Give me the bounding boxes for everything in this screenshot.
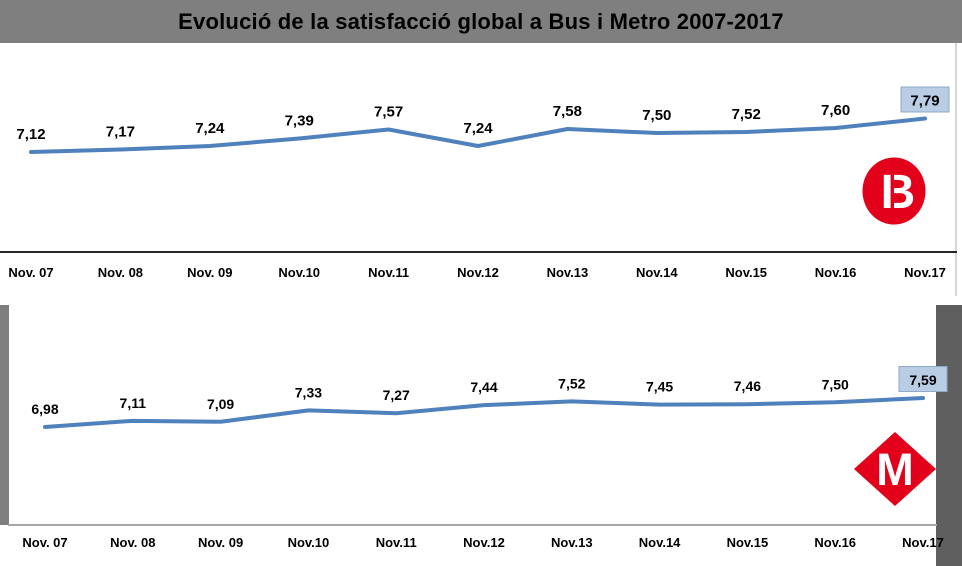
metro-logo-icon: M [854, 432, 936, 506]
title-bar: Evolució de la satisfacció global a Bus … [0, 0, 962, 43]
metro-chart-panel: Nov. 07 Nov. 08 Nov. 09 Nov.10 Nov.11 Nov.12 N… [0, 300, 962, 566]
trend-line [43, 396, 925, 429]
data-point-label: 7,09 [207, 396, 234, 412]
x-tick-label: Nov.10 [288, 535, 330, 550]
bus-logo-letter-gap [890, 170, 894, 212]
data-point-label: 7,52 [732, 106, 761, 123]
x-tick-label: Nov.13 [551, 535, 593, 550]
x-tick-label: Nov.15 [725, 265, 767, 280]
x-tick-label: Nov.16 [815, 265, 857, 280]
x-tick-label: Nov. 09 [187, 265, 232, 280]
bus-logo-letter: B [881, 166, 916, 219]
x-tick-label: Nov.11 [376, 535, 417, 550]
data-point-label: 7,24 [463, 120, 493, 137]
x-tick-label: Nov.12 [457, 265, 499, 280]
data-point-label: 6,98 [31, 401, 58, 417]
right-gray-strip [936, 305, 962, 566]
metro-line-chart: Nov. 07 Nov. 08 Nov. 09 Nov.10 Nov.11 Nov.12 N… [8, 366, 948, 550]
data-point-label: 7,11 [120, 395, 147, 411]
left-gray-strip [0, 305, 9, 525]
x-tick-label: Nov.13 [547, 265, 589, 280]
x-tick-label: Nov.17 [902, 535, 944, 550]
trend-line [29, 116, 927, 154]
data-point-label: 7,52 [558, 375, 585, 391]
bus-line-chart: Nov. 07 Nov. 08 Nov. 09 Nov.10 Nov.11 Nov.12 N… [0, 43, 957, 296]
bus-logo-icon: B [862, 157, 926, 225]
data-point-label: 7,12 [16, 126, 45, 143]
data-point-label: 7,60 [821, 102, 850, 119]
x-tick-label: Nov. 08 [98, 265, 143, 280]
data-point-label: 7,58 [553, 103, 582, 120]
x-tick-label: Nov. 08 [110, 535, 155, 550]
data-point-label: 7,27 [383, 387, 410, 403]
data-point-label: 7,39 [285, 113, 314, 130]
data-point-label: 7,57 [374, 104, 403, 121]
data-point-label: 7,50 [642, 107, 671, 124]
x-tick-label: Nov. 07 [8, 265, 53, 280]
data-point-label: 7,59 [909, 372, 936, 388]
data-point-label: 7,24 [195, 120, 225, 137]
x-tick-label: Nov.11 [368, 265, 409, 280]
x-tick-label: Nov.15 [727, 535, 769, 550]
page-title: Evolució de la satisfacció global a Bus … [178, 8, 784, 34]
data-point-label: 7,79 [910, 93, 939, 110]
x-tick-label: Nov.14 [639, 535, 681, 550]
data-point-label: 7,44 [470, 379, 497, 395]
x-tick-label: Nov. 07 [22, 535, 67, 550]
bus-chart-panel: Nov. 07 Nov. 08 Nov. 09 Nov.10 Nov.11 Nov.12 N… [0, 43, 962, 297]
data-point-label: 7,45 [646, 379, 673, 395]
x-tick-label: Nov.10 [278, 265, 320, 280]
x-tick-label: Nov. 09 [198, 535, 243, 550]
x-tick-label: Nov.14 [636, 265, 678, 280]
highlight-box [900, 86, 950, 113]
data-point-label: 7,46 [734, 378, 761, 394]
x-tick-label: Nov.12 [463, 535, 505, 550]
data-point-label: 7,17 [106, 124, 135, 141]
highlight-box [898, 366, 948, 393]
metro-logo-letter: M [876, 444, 914, 495]
x-tick-label: Nov.17 [904, 265, 946, 280]
x-tick-label: Nov.16 [814, 535, 856, 550]
metro-logo-diamond [854, 432, 936, 506]
data-point-label: 7,50 [822, 376, 849, 392]
data-point-label: 7,33 [295, 384, 322, 400]
